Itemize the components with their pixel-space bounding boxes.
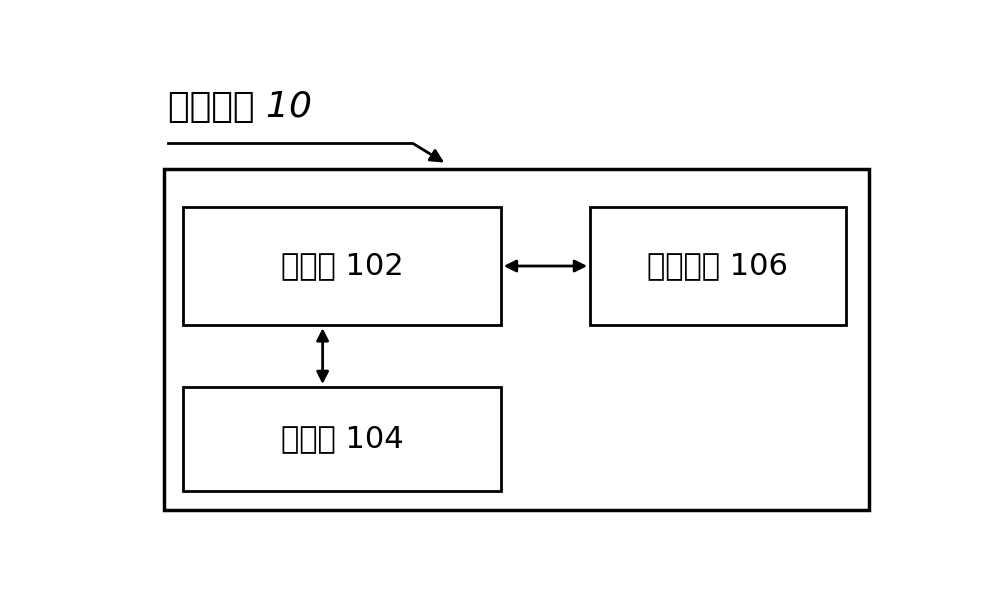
Bar — [164, 169, 869, 510]
Text: 传输装置 106: 传输装置 106 — [647, 251, 788, 280]
Bar — [183, 387, 501, 492]
Bar — [183, 207, 501, 325]
Text: 移动终端 10: 移动终端 10 — [168, 90, 312, 124]
Bar — [590, 207, 846, 325]
Text: 处理器 102: 处理器 102 — [281, 251, 403, 280]
Text: 存储器 104: 存储器 104 — [281, 424, 403, 453]
